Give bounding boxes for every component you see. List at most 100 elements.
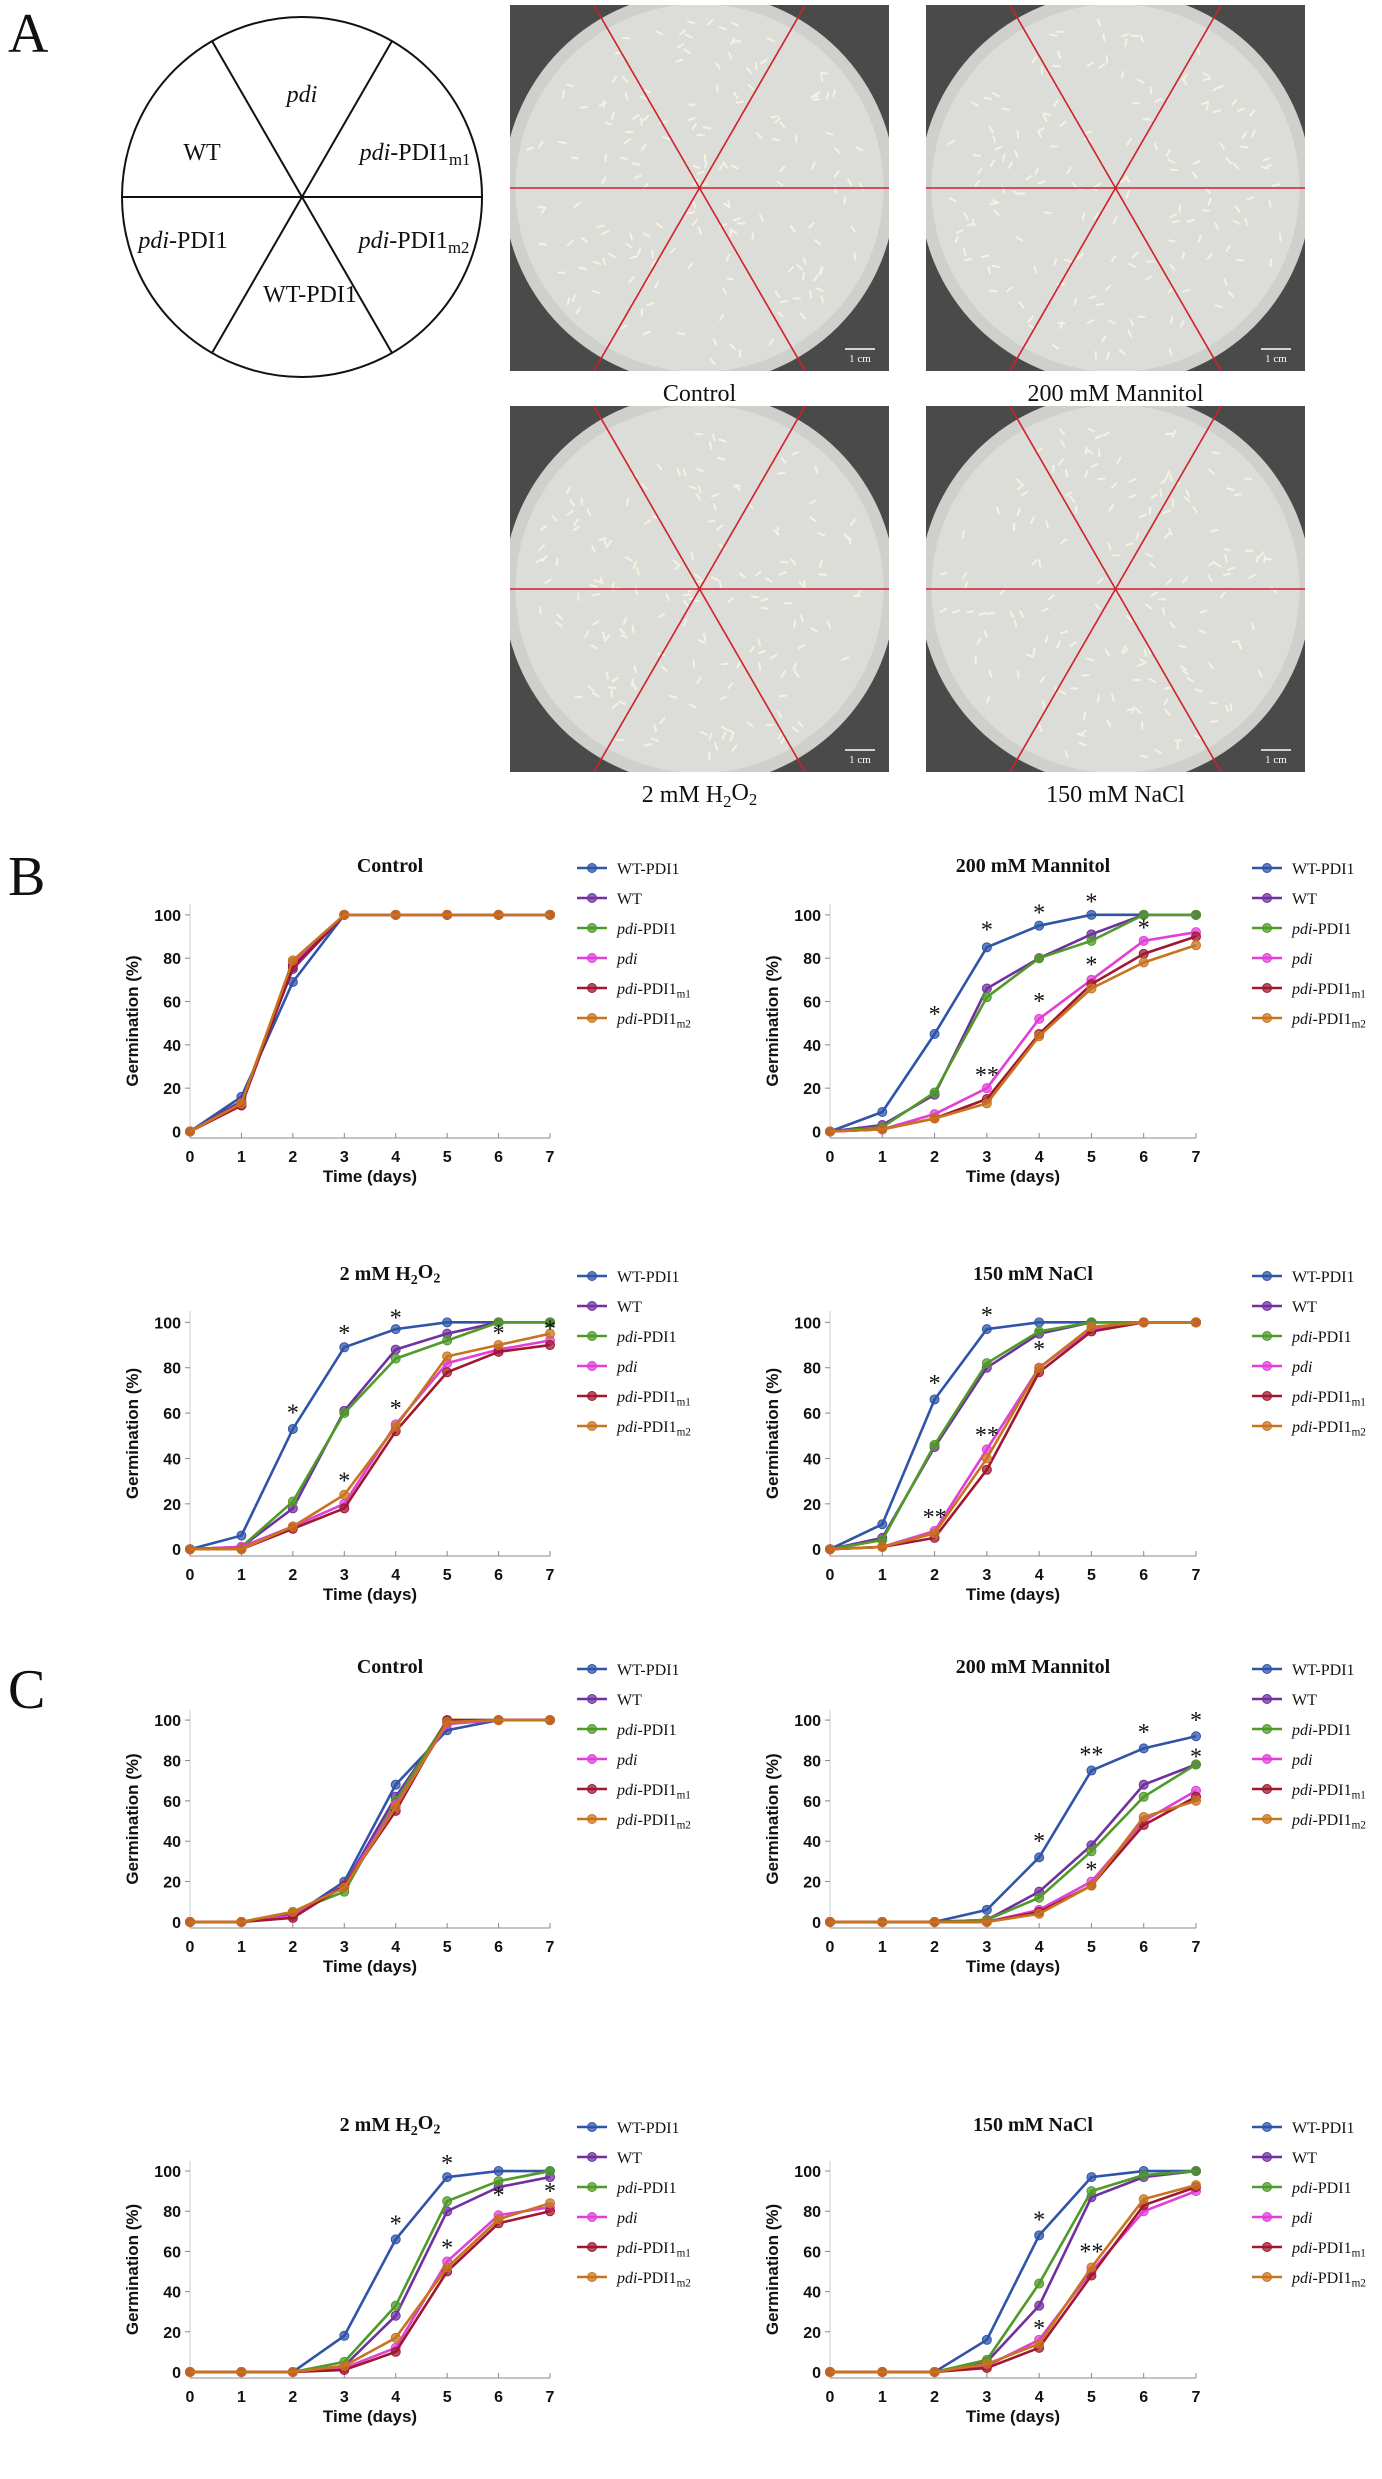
seedling — [1129, 318, 1135, 327]
significance-mark: * — [1033, 1829, 1045, 1855]
seedling — [1251, 621, 1255, 630]
data-point — [493, 1715, 504, 1726]
seedling — [1104, 284, 1112, 292]
seedling — [672, 559, 680, 566]
legend-marker — [1262, 923, 1272, 933]
chart: Control 0 20 40 60 80 100 0 1 2 3 4 5 6 7 Time (days) Ge… — [123, 855, 691, 1186]
seedling — [764, 576, 773, 583]
x-tick-label: 3 — [340, 1567, 349, 1584]
y-tick-label: 100 — [154, 908, 181, 925]
data-point — [185, 1916, 195, 1927]
seedling — [640, 482, 648, 490]
seedling — [1032, 647, 1036, 656]
legend-marker — [587, 1271, 597, 1281]
x-tick-label: 6 — [494, 1567, 503, 1584]
seedling — [1043, 112, 1052, 117]
seedling — [657, 612, 666, 619]
seedling — [1063, 258, 1073, 263]
seedling — [1029, 515, 1036, 525]
series-line — [189, 913, 550, 1133]
y-tick-label: 20 — [163, 2325, 181, 2342]
seedling — [1205, 102, 1210, 111]
seedling — [1135, 531, 1140, 540]
y-tick-label: 0 — [812, 2365, 821, 2382]
seedling — [1019, 609, 1025, 618]
x-tick-label: 6 — [1139, 1567, 1148, 1584]
legend-label: pdi-PDI1m1 — [1291, 981, 1366, 1000]
seedling — [1060, 538, 1068, 545]
seedling — [1125, 190, 1131, 199]
seedling — [797, 580, 805, 588]
legend-marker — [1262, 1421, 1272, 1431]
seedling — [1120, 70, 1125, 80]
data-point — [287, 1496, 298, 1507]
sector-line — [592, 406, 807, 772]
legend-label: WT-PDI1 — [617, 2120, 680, 2137]
seedling — [590, 544, 597, 554]
seedling — [669, 694, 678, 699]
seedling — [1212, 109, 1222, 114]
seedling — [603, 539, 608, 548]
series-line — [830, 1799, 1197, 1924]
y-tick-label: 0 — [172, 1125, 181, 1142]
seedling — [1192, 159, 1201, 165]
seedling — [620, 324, 629, 330]
seedling — [678, 29, 687, 36]
seedling — [843, 196, 847, 205]
seedling — [688, 485, 697, 490]
seedling — [1179, 320, 1186, 328]
seedling — [1042, 699, 1046, 709]
seedling — [718, 25, 727, 31]
y-tick-label: 20 — [803, 1497, 821, 1514]
seedling — [1136, 662, 1146, 668]
seedling — [776, 180, 784, 187]
seedling — [1043, 211, 1052, 215]
chart-title: 200 mM Mannitol — [956, 1656, 1111, 1678]
data-point — [981, 1324, 992, 1335]
seedling — [1139, 657, 1147, 664]
legend-label: pdi — [616, 1359, 637, 1376]
legend-label: pdi-PDI1m1 — [1291, 1782, 1366, 1801]
seedling — [1105, 351, 1111, 360]
seedling — [1025, 653, 1034, 659]
significance-mark: * — [981, 918, 993, 944]
seedling — [711, 433, 716, 442]
seedling — [721, 731, 727, 740]
x-tick-label: 6 — [1139, 1149, 1148, 1166]
seedling — [810, 627, 819, 633]
x-axis-title: Time (days) — [966, 1957, 1060, 1976]
seedling — [1095, 302, 1105, 306]
seedling — [1044, 634, 1049, 644]
data-point — [442, 909, 453, 920]
data-point — [825, 2366, 835, 2377]
data-point — [442, 1335, 453, 1346]
seedling — [1108, 504, 1115, 512]
legend-marker — [587, 1814, 597, 1824]
seedling — [611, 75, 618, 84]
seedling — [631, 162, 640, 166]
seedling — [640, 143, 647, 152]
seedling — [708, 441, 713, 450]
seedling — [691, 122, 698, 131]
seedling — [1013, 150, 1019, 159]
seedling — [1131, 251, 1139, 259]
seedling — [1110, 482, 1118, 490]
seedling — [586, 508, 592, 517]
seedling — [789, 224, 797, 233]
y-tick-label: 40 — [163, 2285, 181, 2302]
seedling — [985, 695, 991, 704]
seedling — [1232, 162, 1240, 170]
legend-marker — [1262, 2242, 1272, 2252]
seedling — [1096, 577, 1104, 585]
seedling — [787, 265, 795, 273]
legend-marker — [587, 953, 597, 963]
seedling — [809, 516, 817, 523]
seedling — [710, 575, 719, 582]
data-point — [390, 1779, 401, 1790]
x-tick-label: 4 — [391, 1149, 400, 1166]
x-tick-label: 7 — [1192, 1567, 1201, 1584]
seedling — [730, 37, 736, 46]
legend-label: pdi-PDI1m2 — [1291, 1419, 1366, 1438]
seedling — [1145, 552, 1154, 558]
seedling — [1086, 61, 1094, 68]
